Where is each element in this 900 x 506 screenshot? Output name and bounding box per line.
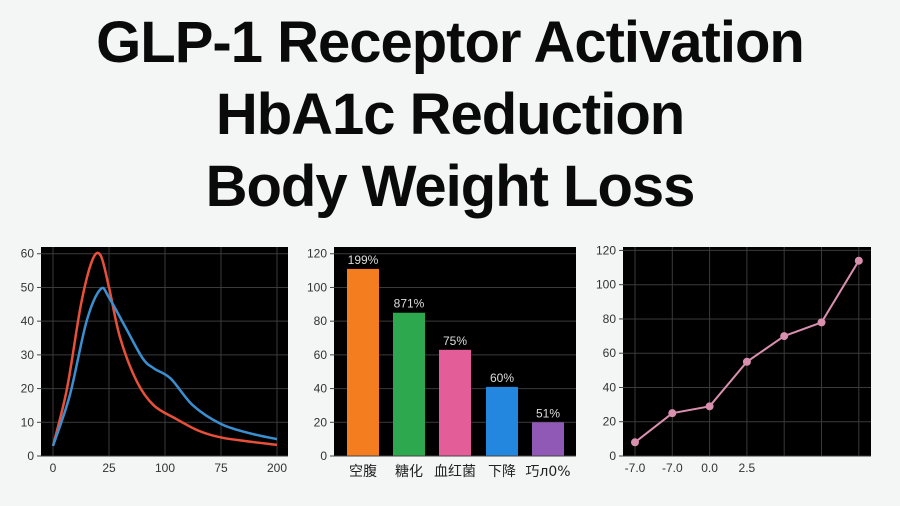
chart1-ytick-label: 30 <box>21 348 35 362</box>
chart2-bar <box>393 312 425 456</box>
chart1-xtick-label: 75 <box>214 461 228 475</box>
chart1-ytick-label: 40 <box>21 314 35 328</box>
chart2-ytick-label: 40 <box>314 382 328 396</box>
title-line-1: GLP-1 Receptor Activation <box>96 10 805 75</box>
chart1-ytick-label: 20 <box>21 382 35 396</box>
chart2-data-label: 199% <box>348 253 379 267</box>
chart1-ytick-label: 10 <box>21 415 35 429</box>
chart3-point <box>742 357 751 366</box>
chart1-series-1-line <box>51 251 278 447</box>
chart2-data-label: 75% <box>443 334 467 348</box>
chart1-ytick-label: 50 <box>21 280 35 294</box>
chart1-xtick-label: 200 <box>267 461 287 475</box>
chart2-data-label: 60% <box>490 371 514 385</box>
chart2-category-label: 血红菌 <box>434 464 476 480</box>
chart3-ytick-label: 100 <box>596 278 616 292</box>
chart3-xtick-label: -7.0 <box>662 461 683 475</box>
chart2-ytick-label: 80 <box>314 314 328 328</box>
chart3-ytick-label: 80 <box>603 312 617 326</box>
chart3-ytick-label: 120 <box>596 243 616 257</box>
chart2-category-label: 糖化 <box>395 464 423 480</box>
chart2-category-label: 下降 <box>488 464 516 480</box>
chart3-ytick-label: 40 <box>603 380 617 394</box>
chart1-xtick-label: 100 <box>155 461 175 475</box>
chart2-bar <box>347 268 379 456</box>
chart2-bar <box>532 422 564 456</box>
chart3-point <box>780 332 789 341</box>
chart3-point <box>668 409 677 418</box>
chart3-point <box>631 438 639 447</box>
chart2-ytick-label: 120 <box>307 247 327 261</box>
chart3-ytick-label: 20 <box>603 415 617 429</box>
chart2-data-label: 871% <box>394 297 425 311</box>
chart1-ytick-label: 60 <box>21 247 35 261</box>
chart3-xtick-label: 2.5 <box>739 461 756 475</box>
chart2-ytick-label: 100 <box>307 280 327 294</box>
chart2-bar <box>486 386 518 456</box>
chart1-xtick-label: 25 <box>102 461 116 475</box>
chart2-category-label: 巧л0% <box>525 464 570 480</box>
chart2-data-label: 51% <box>536 406 560 420</box>
chart3-point <box>854 256 863 265</box>
chart3-xtick-label: 0.0 <box>701 461 718 475</box>
chart1-xtick-label: 0 <box>50 461 57 475</box>
chart3-point <box>705 402 714 411</box>
chart2-ytick-label: 20 <box>314 415 328 429</box>
chart3-xtick-label: -7.0 <box>625 461 646 475</box>
chart2-ytick-label: 0 <box>320 449 327 463</box>
chart3-ytick-label: 60 <box>603 346 617 360</box>
chart1-series-2-line <box>51 286 278 447</box>
chart1-ytick-label: 0 <box>27 449 34 463</box>
chart3-ytick-label: 0 <box>609 449 616 463</box>
title-line-3: Body Weight Loss <box>205 154 696 219</box>
chart2-category-label: 空腹 <box>349 463 377 480</box>
chart2-bar <box>439 349 471 456</box>
title-line-2: HbA1c Reduction <box>215 82 685 147</box>
chart3-point <box>817 318 826 327</box>
chart2-ytick-label: 60 <box>314 348 328 362</box>
